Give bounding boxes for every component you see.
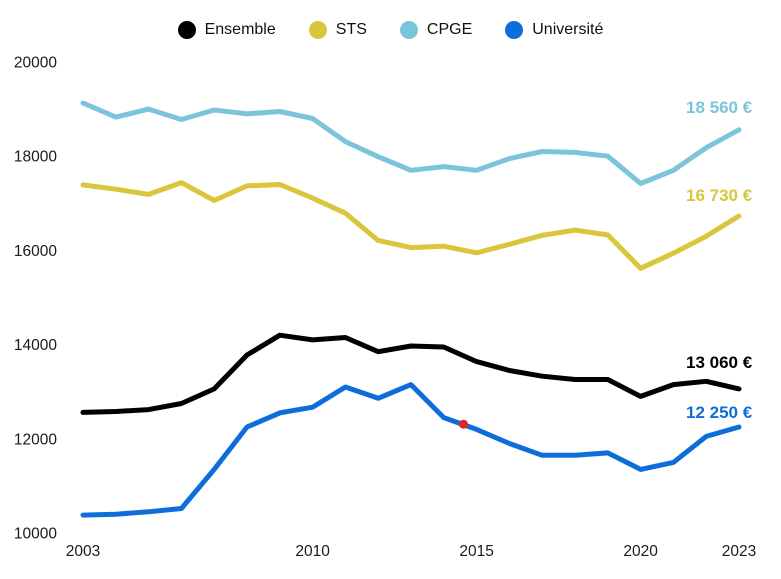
end-label-ensemble: 13 060 € <box>686 353 753 372</box>
x-tick-label: 2003 <box>66 543 100 560</box>
line-ensemble <box>80 332 742 415</box>
legend-label: Université <box>532 21 604 38</box>
line-sts <box>80 180 742 271</box>
legend-item-1: STS <box>308 21 367 39</box>
legend-dot-icon <box>505 21 524 39</box>
y-tick-label: 10000 <box>14 526 57 543</box>
annotations <box>458 419 468 429</box>
x-axis-tick-labels: 2003 2010 2015 2020 2023 <box>66 543 756 560</box>
series-end-labels: 18 560 € 16 730 € 13 060 € 12 250 € <box>686 98 753 422</box>
legend-item-2: CPGE <box>399 21 473 39</box>
legend-label: CPGE <box>426 21 473 38</box>
end-label-cpge: 18 560 € <box>686 98 753 117</box>
x-tick-label: 2023 <box>722 543 756 560</box>
line-cpge <box>80 100 742 186</box>
legend-label: STS <box>335 21 367 38</box>
legend-dot-icon <box>308 21 327 39</box>
chart-legend: Ensemble STS CPGE Université <box>0 21 781 39</box>
legend-item-0: Ensemble <box>177 21 276 39</box>
series-lines <box>80 100 742 518</box>
y-tick-label: 20000 <box>14 55 57 72</box>
legend-label: Ensemble <box>204 21 276 38</box>
y-tick-label: 18000 <box>14 149 57 166</box>
legend-dot-icon <box>177 21 196 39</box>
y-tick-label: 14000 <box>14 337 57 354</box>
y-tick-label: 16000 <box>14 243 57 260</box>
red-annotation-dot <box>458 419 468 429</box>
y-axis-tick-labels: 20000 18000 16000 14000 12000 10000 <box>14 55 57 543</box>
end-label-université: 12 250 € <box>686 403 753 422</box>
y-tick-label: 12000 <box>14 431 57 448</box>
line-université <box>80 382 742 518</box>
end-label-sts: 16 730 € <box>686 186 753 205</box>
x-tick-label: 2020 <box>623 543 658 560</box>
legend-dot-icon <box>399 21 418 39</box>
x-tick-label: 2015 <box>459 543 493 560</box>
legend-item-3: Université <box>505 21 603 39</box>
x-tick-label: 2010 <box>295 543 330 560</box>
